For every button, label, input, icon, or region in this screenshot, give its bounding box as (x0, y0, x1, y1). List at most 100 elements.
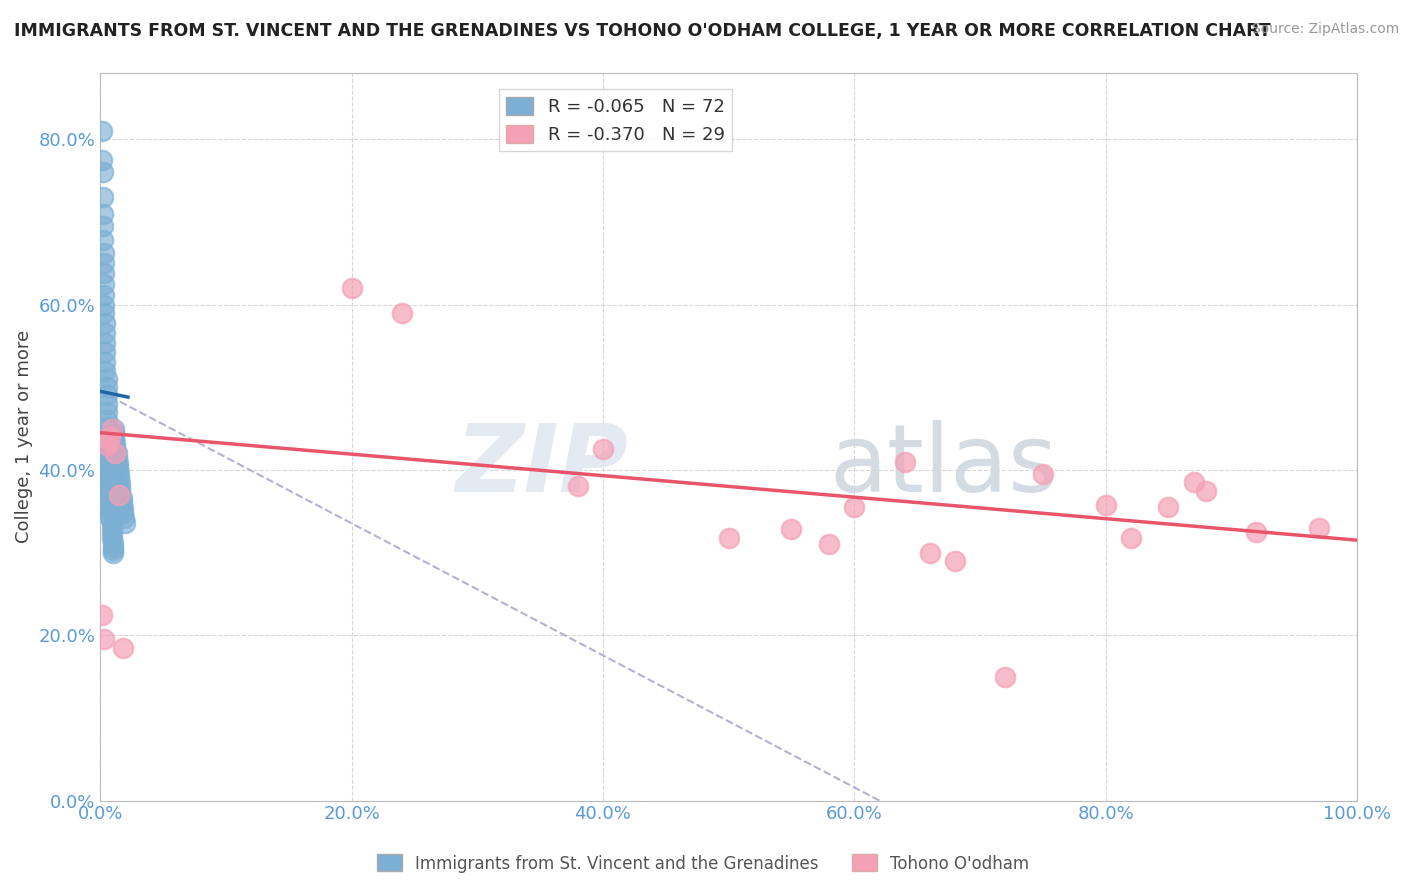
Point (97, 433, 120, 447)
Point (91, 165, 114, 179)
Point (101, 545, 124, 559)
Text: Source: ZipAtlas.com: Source: ZipAtlas.com (1251, 22, 1399, 37)
Point (90, 124, 112, 138)
Point (98, 511, 121, 525)
Point (98, 491, 121, 505)
Y-axis label: College, 1 year or more: College, 1 year or more (15, 330, 32, 543)
Point (94, 354, 117, 368)
Point (111, 500, 134, 515)
Point (96, 372, 118, 386)
Point (98, 496, 121, 510)
Point (93, 266, 115, 280)
Point (114, 516, 136, 530)
Point (96, 438, 118, 452)
Point (1032, 467, 1054, 481)
Point (1182, 475, 1205, 490)
Point (104, 442, 127, 456)
Point (96, 380, 118, 394)
Point (100, 421, 122, 435)
Point (107, 461, 129, 475)
Point (98, 434, 121, 448)
Point (97, 440, 120, 454)
Point (98, 466, 121, 480)
Point (103, 421, 125, 435)
Point (1119, 531, 1142, 545)
Point (93, 256, 115, 270)
Point (101, 543, 124, 558)
Point (96, 405, 118, 419)
Text: IMMIGRANTS FROM ST. VINCENT AND THE GRENADINES VS TOHONO O'ODHAM COLLEGE, 1 YEAR: IMMIGRANTS FROM ST. VINCENT AND THE GREN… (14, 22, 1271, 40)
Point (91, 219, 114, 233)
Point (1195, 483, 1218, 498)
Point (90, 607, 112, 622)
Point (94, 335, 117, 350)
Point (93, 632, 115, 647)
Point (101, 535, 124, 549)
Point (93, 287, 115, 301)
Point (100, 521, 122, 535)
Point (97, 451, 120, 466)
Point (93, 297, 115, 311)
Point (110, 476, 132, 491)
Point (112, 511, 135, 525)
Point (94, 364, 117, 378)
Point (111, 491, 134, 505)
Point (105, 446, 128, 460)
Point (108, 466, 131, 480)
Point (96, 413, 118, 427)
Point (717, 531, 740, 545)
Point (1157, 500, 1180, 514)
Point (111, 640, 134, 655)
Point (98, 500, 121, 515)
Point (1308, 521, 1330, 535)
Legend: Immigrants from St. Vincent and the Grenadines, Tohono O'odham: Immigrants from St. Vincent and the Gren… (370, 847, 1036, 880)
Point (1094, 498, 1116, 512)
Point (818, 537, 841, 551)
Point (94, 344, 117, 359)
Point (98, 461, 121, 475)
Point (96, 388, 118, 402)
Point (103, 432, 125, 446)
Point (93, 277, 115, 291)
Point (110, 486, 132, 500)
Legend: R = -0.065   N = 72, R = -0.370   N = 29: R = -0.065 N = 72, R = -0.370 N = 29 (499, 89, 733, 152)
Point (91, 206, 114, 220)
Point (101, 540, 124, 554)
Point (98, 456, 121, 470)
Text: atlas: atlas (830, 420, 1057, 512)
Point (98, 506, 121, 520)
Point (943, 554, 966, 568)
Point (93, 246, 115, 260)
Point (104, 446, 127, 460)
Point (100, 525, 122, 540)
Point (100, 516, 122, 530)
Point (567, 479, 589, 493)
Point (893, 454, 915, 468)
Point (110, 481, 132, 495)
Point (340, 281, 363, 295)
Point (592, 442, 614, 457)
Point (391, 306, 413, 320)
Point (94, 326, 117, 340)
Point (105, 451, 128, 466)
Point (108, 488, 131, 502)
Point (994, 670, 1017, 684)
Point (98, 471, 121, 485)
Point (94, 316, 117, 330)
Point (107, 456, 129, 470)
Point (93, 306, 115, 320)
Point (104, 436, 127, 450)
Text: ZIP: ZIP (456, 420, 628, 512)
Point (98, 481, 121, 495)
Point (91, 190, 114, 204)
Point (96, 397, 118, 411)
Point (98, 430, 121, 444)
Point (108, 471, 131, 485)
Point (918, 545, 941, 559)
Point (97, 426, 120, 441)
Point (97, 420, 120, 434)
Point (111, 496, 134, 510)
Point (98, 476, 121, 491)
Point (780, 523, 803, 537)
Point (98, 486, 121, 500)
